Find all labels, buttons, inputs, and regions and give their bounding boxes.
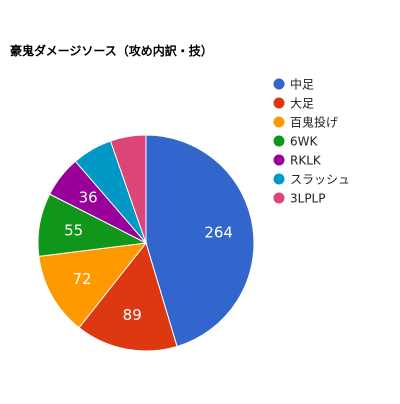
legend-label-category-6: スラッシュ	[290, 173, 350, 187]
pie-slice-category-3	[38, 242, 148, 329]
pie-slice-category-1	[145, 134, 255, 348]
data-label-category-2: 89	[123, 306, 142, 324]
legend-label-6wk: 6WK	[290, 135, 319, 149]
legend-marker-3lplp	[273, 192, 285, 204]
legend-label-rklk: RKLK	[290, 154, 322, 168]
pie-slice-labels: 264 89 72 55 36	[64, 189, 233, 324]
data-label-category-1: 264	[204, 223, 233, 241]
legend-marker-category-3	[273, 116, 285, 128]
legend-label-3lplp: 3LPLP	[290, 192, 325, 206]
legend-marker-rklk	[273, 154, 285, 166]
data-label-category-3: 72	[72, 270, 91, 288]
legend-label-category-2: 大足	[290, 97, 314, 111]
pie-slices	[37, 134, 255, 352]
data-label-6wk: 55	[64, 221, 83, 239]
pie-slice-category-2	[78, 241, 178, 352]
legend-marker-category-1	[273, 78, 285, 90]
legend-marker-category-2	[273, 97, 285, 109]
legend-marker-category-6	[273, 173, 285, 185]
pie-slice-3lplp	[109, 134, 147, 244]
legend-label-category-3: 百鬼投げ	[290, 115, 338, 130]
data-label-rklk: 36	[79, 189, 98, 207]
legend-marker-6wk	[273, 135, 285, 147]
legend-label-category-1: 中足	[290, 77, 314, 92]
chart-title: 豪鬼ダメージソース（攻め内訳・技）	[10, 43, 213, 58]
